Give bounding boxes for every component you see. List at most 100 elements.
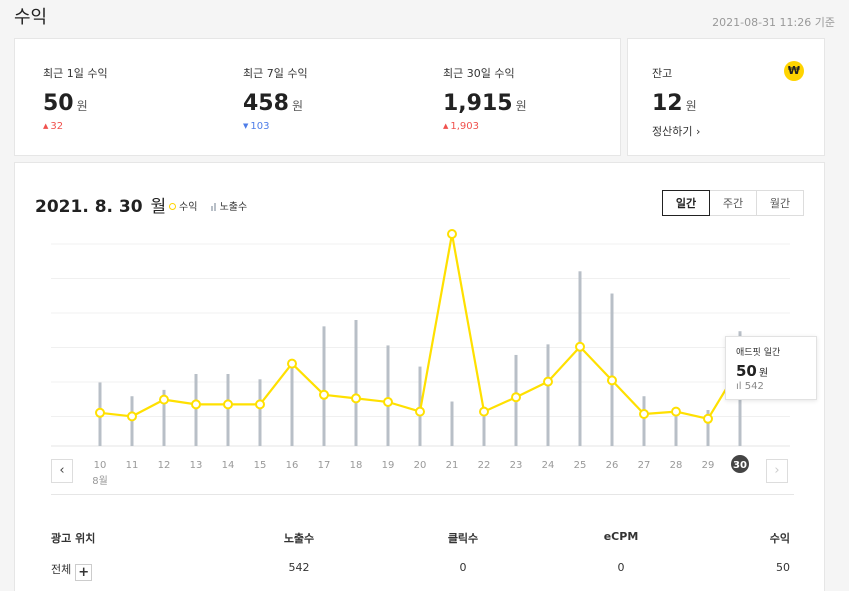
revenue-summary-card: 최근 1일 수익 50 원 ▲ 32 최근 7일 수익 458 원 ▼ 103 최근 3… — [14, 38, 621, 156]
revenue-point — [511, 392, 521, 403]
chart-legend: 수익 노출수 — [169, 198, 257, 214]
settle-link[interactable]: 정산하기 › — [652, 125, 701, 138]
page-header: 수익 2021-08-31 11:26 기준 — [14, 0, 835, 36]
stat-value: 458 — [243, 91, 289, 116]
tab-monthly[interactable]: 월간 — [756, 190, 804, 216]
table-header: 광고 위치 노출수 클릭수 eCPM 수익 — [51, 530, 790, 548]
x-tick-label: 13 — [190, 460, 203, 471]
selected-day-marker — [731, 455, 749, 473]
impression-bar — [642, 396, 646, 446]
legend-revenue: 수익 — [169, 202, 197, 213]
impression-bar — [194, 374, 198, 446]
stat-change: ▲ 1,903 — [443, 121, 480, 132]
revenue-point — [319, 389, 329, 400]
x-tick-label: 10 — [94, 460, 107, 471]
impression-bar — [706, 410, 710, 446]
impression-bar — [386, 345, 390, 446]
tooltip-value: 50 원 — [736, 362, 769, 380]
month-label: 8월 — [92, 475, 108, 487]
x-tick-label: 12 — [158, 460, 171, 471]
impression-bar — [482, 406, 486, 446]
balance-value: 12 — [652, 91, 683, 116]
header-position: 광고 위치 — [51, 532, 96, 545]
revenue-point — [191, 399, 201, 410]
daily-chart-card: 2021. 8. 30 월 수익 노출수 일간 주간 월간 10 11 12 13 14… — [14, 162, 825, 591]
revenue-point — [543, 376, 553, 387]
chevron-right-icon[interactable]: › — [766, 459, 788, 483]
balance-label: 잔고 — [652, 67, 673, 80]
stat-label: 최근 1일 수익 — [43, 67, 108, 80]
bar-icon — [210, 203, 217, 214]
won-icon: ₩ — [784, 61, 804, 81]
revenue-point — [351, 393, 361, 404]
revenue-point — [671, 406, 681, 417]
x-tick-label: 20 — [414, 460, 427, 471]
plus-icon[interactable]: + — [75, 564, 93, 581]
stat-change: ▼ 103 — [243, 121, 270, 132]
impression-bar — [674, 410, 678, 446]
stat-unit: 원 — [291, 99, 303, 113]
x-tick-label: 21 — [446, 460, 459, 471]
revenue-point — [447, 229, 457, 239]
revenue-point — [383, 397, 393, 407]
x-tick-label: 15 — [254, 460, 267, 471]
revenue-point — [159, 394, 169, 405]
stat-label: 최근 30일 수익 — [443, 67, 515, 80]
header-revenue: 수익 — [769, 532, 790, 545]
triangle-up-icon: ▲ — [443, 122, 449, 130]
impression-bar — [322, 326, 326, 446]
divider — [51, 494, 794, 495]
header-clicks: 클릭수 — [447, 532, 479, 545]
timestamp: 2021-08-31 11:26 기준 — [712, 16, 835, 29]
revenue-point — [575, 341, 585, 352]
tab-weekly[interactable]: 주간 — [709, 190, 757, 216]
impression-bar — [610, 293, 614, 446]
revenue-point — [95, 407, 105, 418]
revenue-point — [223, 399, 233, 410]
balance: 잔고 12 원 정산하기 › — [652, 65, 700, 139]
triangle-up-icon: ▲ — [43, 122, 49, 130]
x-tick-label: 23 — [510, 460, 523, 471]
chevron-left-icon[interactable]: ‹ — [51, 459, 73, 483]
revenue-point — [127, 411, 137, 422]
row-clicks: 0 — [459, 561, 467, 574]
impression-bar — [258, 379, 262, 446]
revenue-point — [639, 409, 649, 419]
stat-label: 최근 7일 수익 — [243, 67, 308, 80]
table-row: 전체 + 542 0 0 50 — [51, 561, 790, 581]
revenue-point — [415, 406, 425, 417]
x-tick-label: 22 — [478, 460, 491, 471]
x-tick-label: 18 — [350, 460, 363, 471]
impression-bar — [226, 374, 230, 446]
stat-7day: 최근 7일 수익 458 원 ▼ 103 — [243, 65, 308, 132]
page-title: 수익 — [14, 7, 48, 28]
stat-unit: 원 — [515, 99, 527, 113]
stat-change: ▲ 32 — [43, 121, 64, 132]
x-tick-label: 19 — [382, 460, 395, 471]
row-ecpm: 0 — [617, 561, 625, 574]
chart-date: 2021. 8. 30 월 — [35, 192, 166, 217]
row-position: 전체 + — [51, 561, 93, 581]
x-tick-label: 24 — [542, 460, 555, 471]
revenue-point — [607, 375, 617, 386]
period-toggle: 일간 주간 월간 — [662, 190, 804, 216]
balance-card: 잔고 12 원 정산하기 › ₩ — [627, 38, 825, 156]
header-impressions: 노출수 — [283, 532, 315, 545]
impression-bar — [162, 389, 166, 446]
revenue-point — [255, 399, 265, 410]
x-tick-label: 27 — [638, 460, 651, 471]
ring-icon — [169, 203, 176, 210]
stat-value: 50 — [43, 91, 74, 116]
stat-1day: 최근 1일 수익 50 원 ▲ 32 — [43, 65, 108, 132]
row-impressions: 542 — [288, 561, 310, 574]
chart-weekday: 월 — [150, 197, 167, 217]
x-tick-label: 28 — [670, 460, 683, 471]
chart-date-value: 2021. 8. 30 — [35, 197, 143, 217]
impression-bar — [354, 320, 358, 446]
impression-bar — [578, 271, 582, 446]
tab-daily[interactable]: 일간 — [662, 190, 710, 216]
stat-value: 1,915 — [443, 91, 513, 116]
stat-30day: 최근 30일 수익 1,915 원 ▲ 1,903 — [443, 65, 527, 132]
x-tick-label: 30 — [733, 460, 747, 471]
